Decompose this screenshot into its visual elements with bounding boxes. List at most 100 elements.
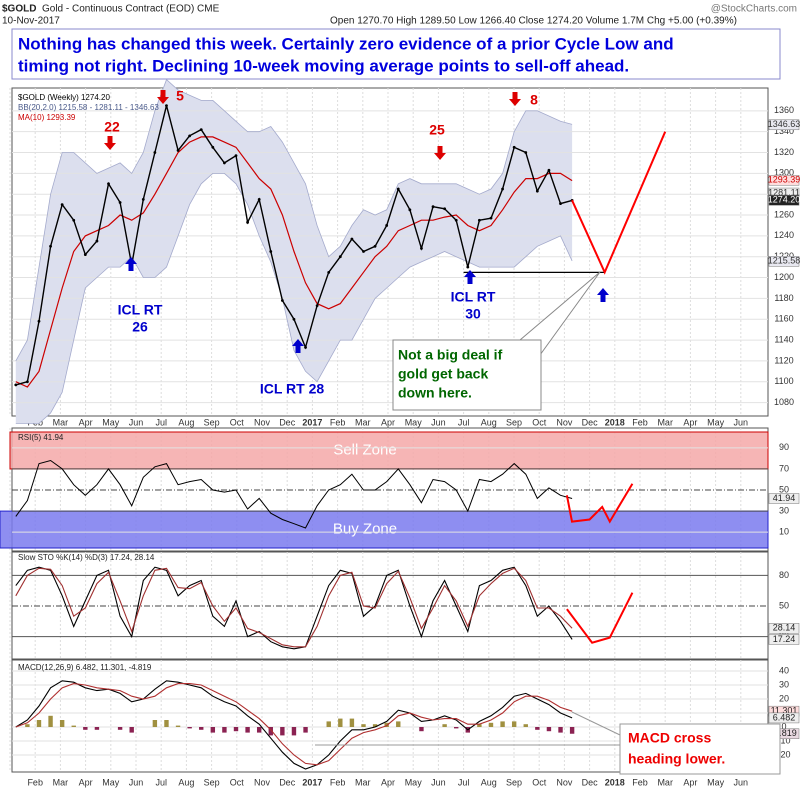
price-point <box>501 187 504 191</box>
last-label-box <box>768 634 800 645</box>
histogram-bar <box>511 721 517 727</box>
arrow <box>125 257 137 271</box>
histogram-bar <box>199 727 204 730</box>
x-tick-label: Feb <box>632 417 648 427</box>
ma-line <box>15 136 573 388</box>
x-tick-label: Sep <box>204 777 220 787</box>
price-point <box>141 198 145 201</box>
arrow <box>104 136 116 150</box>
histogram-bar <box>569 727 575 734</box>
annotation: 26 <box>132 319 148 335</box>
histogram-bar <box>256 727 262 733</box>
histogram-bar <box>303 727 308 733</box>
x-tick-label: Sep <box>506 417 522 427</box>
histogram-bar <box>48 715 53 727</box>
price-point <box>373 244 377 248</box>
price-point <box>165 104 168 108</box>
x-tick-label: Jun <box>431 417 446 427</box>
x-tick-label: Dec <box>582 417 599 427</box>
price-label-box <box>768 256 800 267</box>
price-point <box>547 168 551 172</box>
price-point <box>443 207 447 211</box>
price-point <box>489 216 493 220</box>
histogram-bar <box>94 727 100 730</box>
x-tick-label: Mar <box>657 777 673 787</box>
callout-text: gold get back <box>398 366 488 382</box>
histogram-bar <box>384 722 389 727</box>
y-tick-label: 30 <box>779 505 789 515</box>
x-tick-label: 2017 <box>302 777 322 787</box>
x-tick-label: Oct <box>230 777 245 787</box>
legend-entry: MA(10) 1293.39 <box>18 113 76 122</box>
date: 10-Nov-2017 <box>2 16 60 27</box>
last-label: -4.819 <box>771 728 797 738</box>
histogram-bar <box>117 727 123 730</box>
price-point <box>153 151 157 154</box>
x-tick-label: May <box>405 417 423 427</box>
y-tick-label: 20 <box>779 693 789 703</box>
y-tick-label: 1240 <box>774 230 794 240</box>
arrow <box>434 146 446 160</box>
annotation: 5 <box>176 88 184 104</box>
price-point <box>60 203 64 207</box>
x-tick-label: Mar <box>355 417 371 427</box>
x-tick-label: 2018 <box>605 777 625 787</box>
x-tick-label: May <box>102 777 120 787</box>
histogram-bar <box>222 727 227 733</box>
price-label: 1281.11 <box>768 187 800 197</box>
arrow <box>464 270 476 284</box>
y-tick-label: 1200 <box>774 272 794 282</box>
callout-text: down here. <box>398 385 472 401</box>
histogram-bar <box>396 721 401 727</box>
y-tick-label: 80 <box>779 570 789 580</box>
panel-frame <box>11 87 769 417</box>
histogram-bar <box>558 727 563 733</box>
x-tick-label: Aug <box>481 417 497 427</box>
y-tick-label: 50 <box>779 484 789 494</box>
bb-lower <box>15 173 573 424</box>
histogram-bar <box>233 727 239 732</box>
price-point <box>362 250 365 253</box>
macd-line <box>15 683 573 766</box>
x-tick-label: Oct <box>532 777 547 787</box>
y-tick-label: 1160 <box>774 314 793 324</box>
price-point <box>304 345 307 349</box>
last-label-box <box>768 623 800 634</box>
last-label: 41.94 <box>773 493 796 503</box>
x-tick-label: Jun <box>431 777 446 787</box>
price-point <box>83 253 87 257</box>
y-tick-label: 1340 <box>774 126 794 136</box>
last-label: 11.301 <box>771 706 798 716</box>
price-point <box>188 134 192 138</box>
arrow <box>597 288 609 302</box>
zone <box>0 510 769 549</box>
price-point <box>385 224 389 227</box>
histogram-bar <box>419 727 424 732</box>
x-tick-label: Nov <box>254 417 271 427</box>
histogram-bar <box>361 724 366 727</box>
histogram-bar <box>83 727 88 730</box>
y-tick-label: 1140 <box>774 334 793 344</box>
x-tick-label: Jun <box>734 777 749 787</box>
panel-frame <box>11 659 769 773</box>
price-label: 1274.20 <box>768 195 800 205</box>
sto-line <box>15 567 573 648</box>
legend-entry: $GOLD (Weekly) 1274.20 <box>18 93 110 102</box>
x-tick-label: Nov <box>254 777 271 787</box>
annotation: ICL RT <box>451 289 496 305</box>
histogram-bar <box>326 721 331 727</box>
x-tick-label: 2018 <box>605 417 625 427</box>
x-tick-label: Sep <box>204 417 220 427</box>
price-point <box>535 189 539 193</box>
histogram-bar <box>546 727 552 732</box>
arrow <box>292 339 304 353</box>
histogram-bar <box>442 724 447 727</box>
last-label-box <box>768 493 800 504</box>
price-point <box>292 317 296 321</box>
histogram-bar <box>535 727 540 730</box>
projection-line <box>571 131 667 275</box>
y-tick-label: 1180 <box>774 293 793 303</box>
x-tick-label: May <box>405 777 423 787</box>
x-tick-label: May <box>102 417 120 427</box>
legend-entry: MACD(12,26,9) 6.482, 11.301, -4.819 <box>18 663 152 672</box>
